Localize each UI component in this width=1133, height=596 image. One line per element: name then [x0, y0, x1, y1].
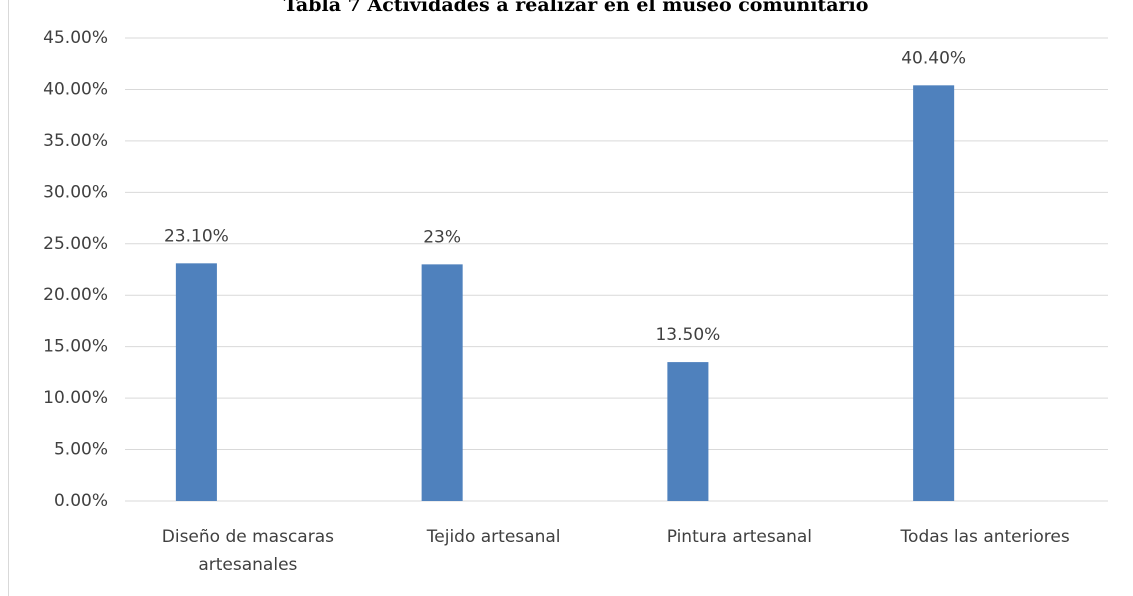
x-tick-label: Pintura artesanal [666, 527, 813, 547]
data-label: 40.40% [901, 48, 966, 68]
chart-frame [8, 0, 9, 596]
y-tick-label: 10.00% [43, 388, 108, 408]
data-label: 23% [423, 227, 461, 247]
y-tick-label: 35.00% [43, 131, 108, 151]
data-label: 23.10% [164, 226, 229, 246]
chart-title: Tabla 7 Actividades a realizar en el mus… [284, 0, 869, 16]
y-tick-label: 0.00% [54, 491, 108, 511]
x-tick-label: Tejido artesanal [426, 527, 561, 547]
data-label: 13.50% [655, 325, 720, 345]
y-tick-label: 15.00% [43, 337, 108, 357]
bar [667, 362, 709, 501]
bar [421, 264, 463, 501]
y-tick-label: 20.00% [43, 285, 108, 305]
y-tick-label: 45.00% [43, 28, 108, 48]
bar [175, 263, 217, 501]
y-tick-label: 30.00% [43, 182, 108, 202]
y-tick-label: 5.00% [54, 440, 108, 460]
x-tick-label: Todas las anteriores [900, 527, 1070, 547]
y-tick-label: 25.00% [43, 234, 108, 254]
y-tick-label: 40.00% [43, 79, 108, 99]
bar [913, 85, 955, 501]
x-tick-label: Diseño de mascaras artesanales [161, 527, 334, 575]
